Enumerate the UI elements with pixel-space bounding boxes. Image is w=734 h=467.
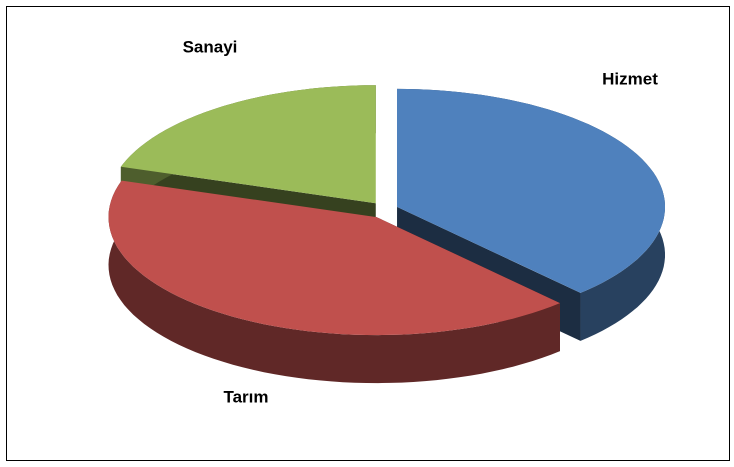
slice-label: Hizmet — [602, 69, 658, 88]
slice — [108, 180, 560, 336]
slice — [120, 85, 376, 204]
slice-label: Tarım — [223, 387, 268, 406]
pie — [108, 85, 665, 384]
slice-label: Sanayi — [183, 37, 238, 56]
slice-wall — [108, 180, 560, 384]
slice — [397, 88, 665, 293]
